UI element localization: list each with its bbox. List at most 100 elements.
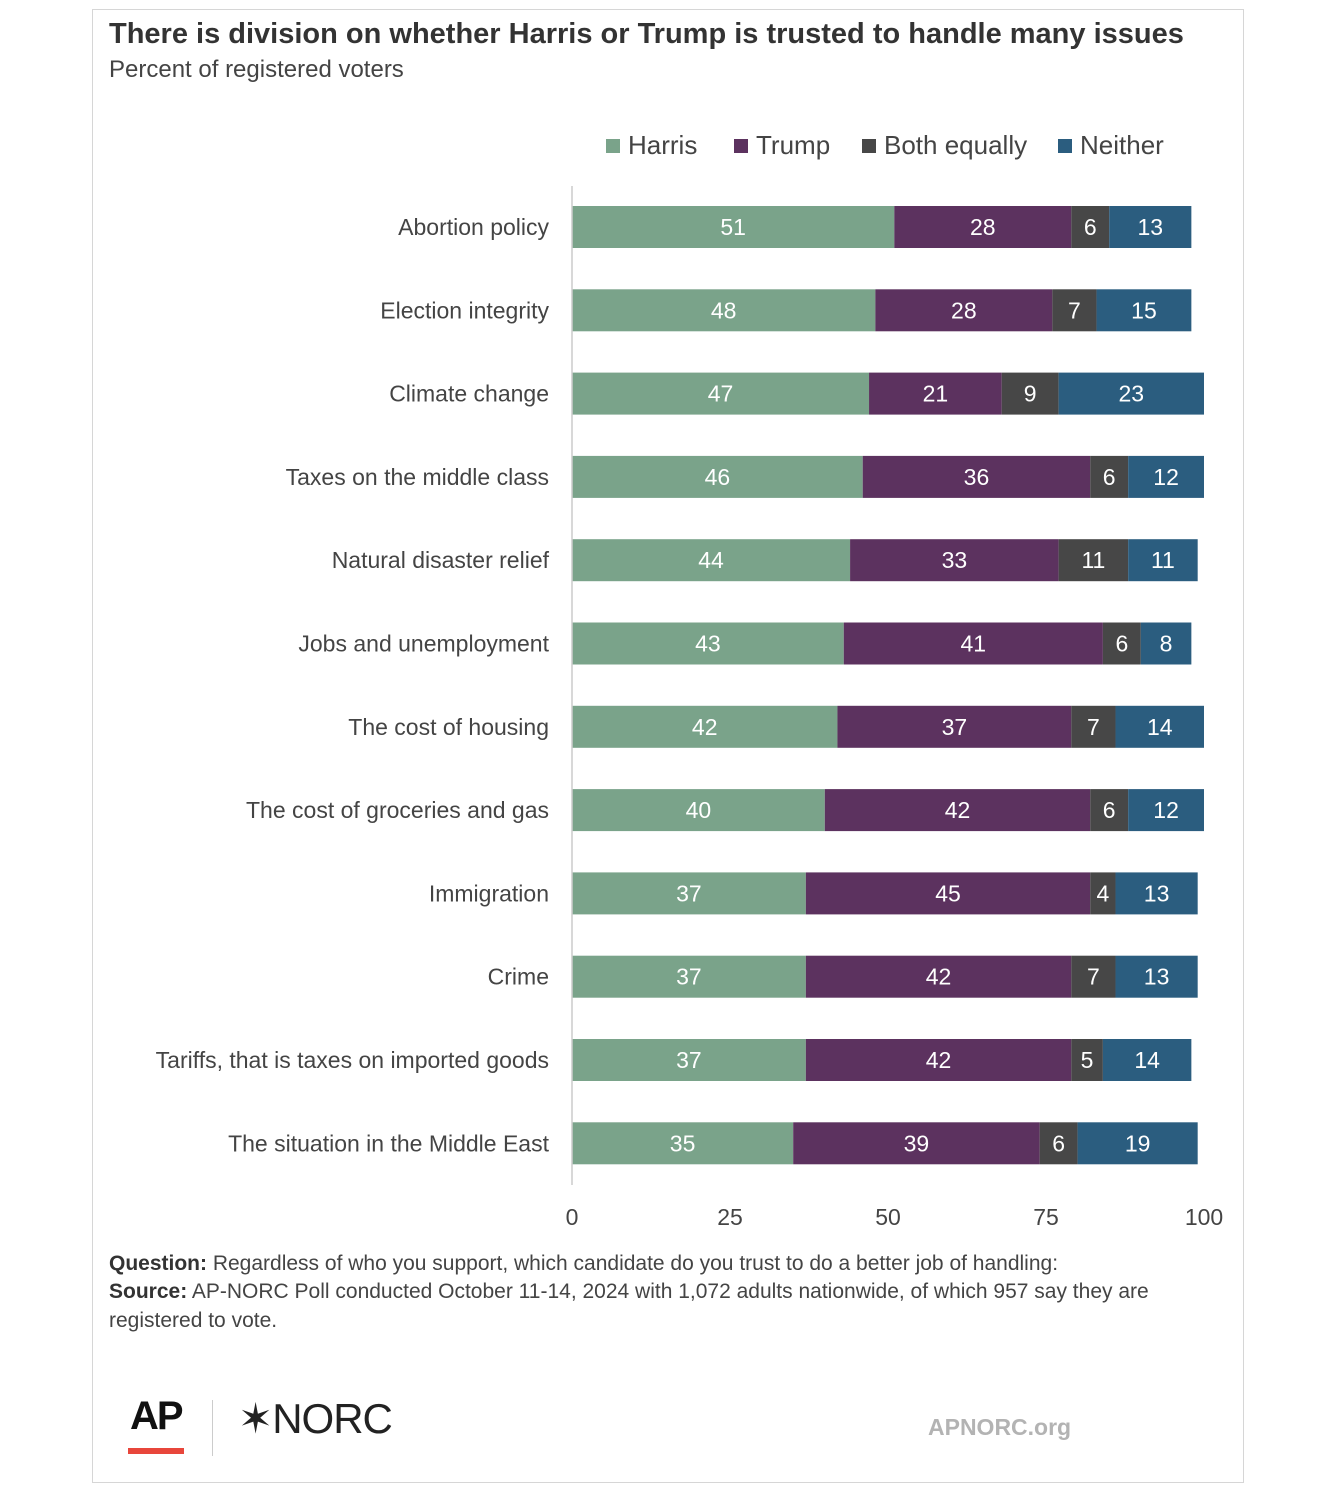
data-label: 15 <box>1131 297 1157 323</box>
data-label: 37 <box>676 1047 702 1073</box>
bar-segment-neither <box>1140 622 1192 665</box>
bar-segment-harris <box>572 1122 794 1165</box>
data-label: 6 <box>1103 464 1116 490</box>
legend-label-both-equally: Both equally <box>884 130 1027 160</box>
bar-segment-harris <box>572 206 895 248</box>
bar-segment-harris <box>572 372 870 415</box>
bar-segment-trump <box>843 622 1103 665</box>
data-label: 51 <box>720 214 746 240</box>
bar-segment-neither <box>1077 1122 1198 1165</box>
data-label: 12 <box>1153 464 1179 490</box>
bar-segment-harris <box>572 622 844 665</box>
bar-segment-neither <box>1115 872 1198 915</box>
bar-segment-neither <box>1128 455 1204 498</box>
x-tick-label: 50 <box>875 1204 901 1230</box>
x-tick-label: 0 <box>566 1204 579 1230</box>
bar-segment-neither <box>1058 372 1204 415</box>
legend-label-trump: Trump <box>756 130 830 160</box>
source-note: Source: AP-NORC Poll conducted October 1… <box>109 1277 1229 1335</box>
bar-segment-trump <box>869 372 1002 415</box>
data-label: 44 <box>698 547 724 573</box>
category-label: The cost of groceries and gas <box>246 797 549 823</box>
question-label: Question: <box>109 1252 207 1275</box>
bar-segment-trump <box>793 1122 1040 1165</box>
bar-segment-trump <box>894 206 1072 248</box>
bar-segment-neither <box>1109 206 1192 248</box>
logo-divider <box>212 1400 213 1456</box>
data-label: 35 <box>670 1130 696 1156</box>
data-label: 43 <box>695 631 721 657</box>
question-note: Question: Regardless of who you support,… <box>109 1249 1229 1278</box>
data-label: 28 <box>951 297 977 323</box>
bar-segment-neither <box>1096 289 1192 332</box>
norc-logo: ✶NORC <box>238 1395 393 1442</box>
bar-segment-both-equally <box>1071 1039 1103 1081</box>
data-label: 12 <box>1153 797 1179 823</box>
bar-segment-neither <box>1128 789 1204 832</box>
x-tick-label: 100 <box>1185 1204 1223 1230</box>
ap-logo: AP <box>130 1394 184 1438</box>
stacked-bar-chart: Harris Trump Both equally Neither Abortion p… <box>156 130 1224 1230</box>
category-label: Election integrity <box>380 297 549 323</box>
legend-swatch-neither <box>1058 139 1072 153</box>
x-tick-label: 25 <box>717 1204 743 1230</box>
data-label: 8 <box>1160 631 1173 657</box>
bar-segment-neither <box>1115 705 1204 748</box>
x-tick-label: 75 <box>1033 1204 1059 1230</box>
data-label: 7 <box>1087 714 1100 740</box>
bar-segment-neither <box>1115 955 1198 998</box>
data-label: 42 <box>926 964 952 990</box>
source-text: AP-NORC Poll conducted October 11-14, 20… <box>109 1280 1149 1332</box>
data-label: 6 <box>1103 797 1116 823</box>
bar-segment-both-equally <box>1102 622 1141 665</box>
category-label: Jobs and unemployment <box>298 631 549 657</box>
data-label: 13 <box>1137 214 1163 240</box>
category-label: The cost of housing <box>348 714 549 740</box>
bar-segment-both-equally <box>1071 705 1116 748</box>
data-label: 47 <box>708 381 734 407</box>
data-label: 37 <box>676 880 702 906</box>
data-label: 28 <box>970 214 996 240</box>
bar-segment-harris <box>572 872 806 915</box>
bar-segment-harris <box>572 705 838 748</box>
category-label: The situation in the Middle East <box>228 1130 550 1156</box>
chart-title: There is division on whether Harris or T… <box>109 18 1184 50</box>
data-label: 37 <box>676 964 702 990</box>
data-label: 42 <box>926 1047 952 1073</box>
bar-segment-harris <box>572 1039 806 1081</box>
chart-subtitle: Percent of registered voters <box>109 56 404 83</box>
bar-segment-trump <box>824 789 1091 832</box>
data-label: 7 <box>1068 297 1081 323</box>
source-label: Source: <box>109 1280 188 1303</box>
data-label: 14 <box>1134 1047 1160 1073</box>
bar-segment-both-equally <box>1001 372 1059 415</box>
bar-segment-trump <box>805 955 1072 998</box>
legend-swatch-both-equally <box>862 139 876 153</box>
data-label: 5 <box>1081 1047 1094 1073</box>
bar-segment-both-equally <box>1052 289 1097 332</box>
ap-logo-underline <box>128 1448 184 1454</box>
bar-segment-neither <box>1102 1039 1192 1081</box>
bar-segment-harris <box>572 539 851 582</box>
legend-swatch-harris <box>606 139 620 153</box>
bar-segment-harris <box>572 289 876 332</box>
legend-swatch-trump <box>734 139 748 153</box>
data-label: 19 <box>1125 1130 1151 1156</box>
bar-segment-trump <box>862 455 1091 498</box>
bar-segment-harris <box>572 789 825 832</box>
category-label: Climate change <box>389 381 549 407</box>
site-link[interactable]: APNORC.org <box>928 1414 1072 1440</box>
category-label: Crime <box>488 964 549 990</box>
data-label: 6 <box>1084 214 1097 240</box>
bar-segment-both-equally <box>1071 206 1110 248</box>
bar-segment-harris <box>572 955 806 998</box>
data-label: 11 <box>1081 547 1105 573</box>
bar-segment-neither <box>1128 539 1198 582</box>
bar-segment-harris <box>572 455 863 498</box>
bar-segment-both-equally <box>1090 789 1129 832</box>
data-label: 46 <box>705 464 731 490</box>
data-label: 37 <box>942 714 968 740</box>
bar-segment-both-equally <box>1039 1122 1078 1165</box>
bar-segment-trump <box>875 289 1053 332</box>
bar-segment-both-equally <box>1071 955 1116 998</box>
